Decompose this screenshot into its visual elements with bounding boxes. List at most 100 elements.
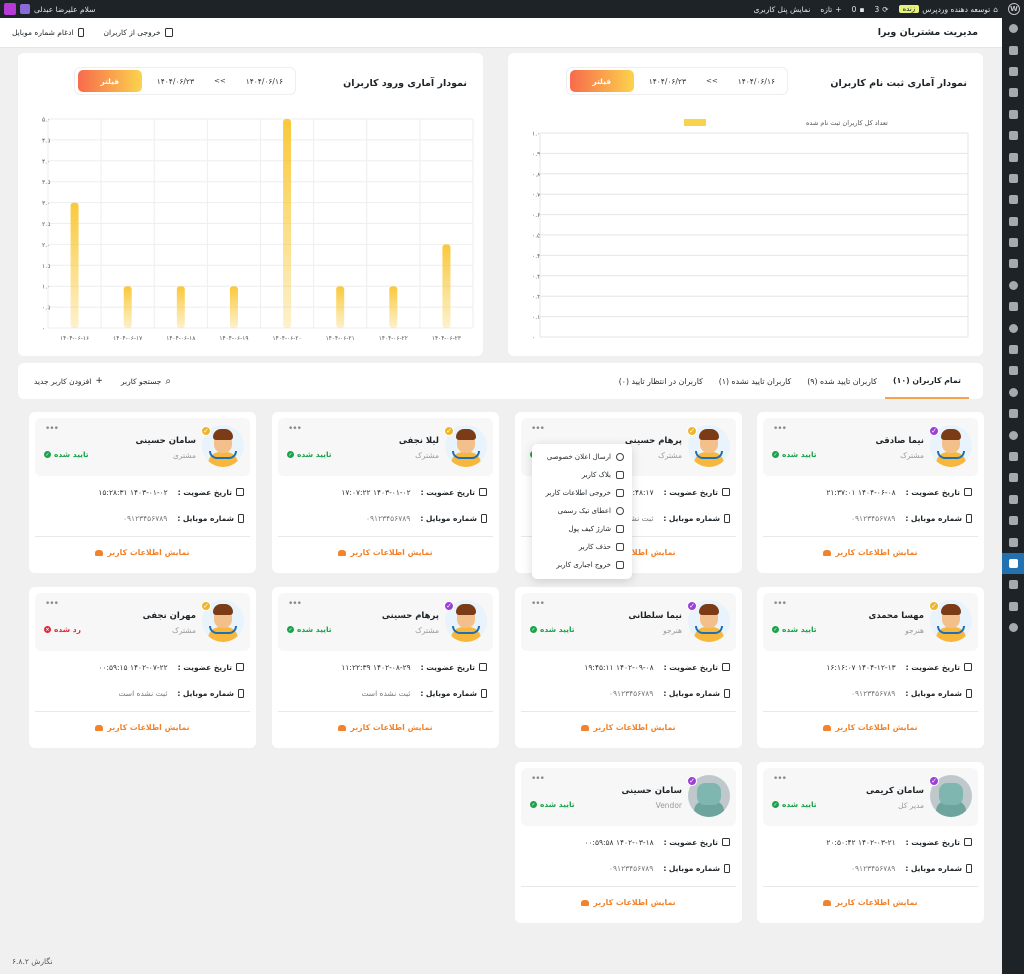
menu-force-logout[interactable]: خروج اجباری کاربر — [532, 556, 632, 574]
sidebar-pin-icon[interactable] — [1002, 61, 1024, 82]
login-date-to[interactable]: ۱۴۰۴/۰۶/۲۳ — [156, 76, 194, 86]
sidebar-users-icon[interactable] — [1002, 403, 1024, 424]
sidebar-chat-icon[interactable] — [1002, 382, 1024, 403]
new-content-link[interactable]: + تازه — [820, 4, 842, 14]
registration-date-to[interactable]: ۱۴۰۴/۰۶/۲۳ — [648, 76, 686, 86]
sidebar-email-icon[interactable] — [1002, 424, 1024, 445]
tab-all-users[interactable]: تمام کاربران (۱۰) — [885, 363, 969, 399]
join-date-row: تاریخ عضویت : ۱۴۰۲-۰۸-۲۹ ۱۱:۲۲:۳۹ — [284, 661, 487, 673]
show-user-info-link[interactable]: نمایش اطلاعات کاربر — [29, 548, 256, 557]
more-options-button[interactable]: ••• — [773, 599, 787, 609]
sidebar-courses-icon[interactable] — [1002, 232, 1024, 253]
more-options-button[interactable]: ••• — [288, 599, 302, 609]
sidebar-templates-icon[interactable] — [1002, 296, 1024, 317]
tab-unapproved-users[interactable]: کاربران تایید نشده (۱) — [718, 376, 792, 386]
sidebar-messages-icon[interactable] — [1002, 574, 1024, 595]
menu-block-user[interactable]: بلاک کاربر — [532, 466, 632, 484]
tab-approved-users[interactable]: کاربران تایید شده (۹) — [807, 376, 878, 386]
more-options-button[interactable]: ••• — [531, 599, 545, 609]
mobile-icon — [966, 513, 972, 523]
menu-grant-verified[interactable]: اعطای تیک رسمی — [532, 502, 632, 520]
sidebar-team-icon[interactable] — [1002, 531, 1024, 552]
updates-link[interactable]: ⟳ 3 — [874, 4, 889, 14]
join-date-value: ۱۴۰۲-۰۸-۲۹ ۱۱:۲۲:۳۹ — [341, 662, 411, 672]
sidebar-gallery-icon[interactable] — [1002, 467, 1024, 488]
sidebar-payments-icon[interactable] — [1002, 211, 1024, 232]
sidebar-media-icon[interactable] — [1002, 82, 1024, 103]
sidebar-lock-icon[interactable] — [1002, 489, 1024, 510]
show-user-info-link[interactable]: نمایش اطلاعات کاربر — [29, 723, 256, 732]
login-filter-button[interactable]: فیلتر — [77, 70, 142, 92]
more-options-button[interactable]: ••• — [773, 774, 787, 784]
merge-mobile-button[interactable]: ادغام شماره موبایل — [12, 28, 84, 37]
sidebar-groups-icon[interactable] — [1002, 510, 1024, 531]
mobile-icon — [238, 513, 244, 523]
show-user-info-link[interactable]: نمایش اطلاعات کاربر — [272, 548, 499, 557]
sidebar-wrench-icon[interactable] — [1002, 446, 1024, 467]
mobile-value: ۰۹۱۲۳۴۵۶۷۸۹ — [366, 513, 411, 523]
user-card-header: ✓ نیما صادقی مشترک تایید شده ✓ ••• — [763, 418, 978, 476]
tab-pending-users[interactable]: کاربران در انتظار تایید (۰) — [618, 376, 703, 386]
more-options-button[interactable]: ••• — [531, 424, 545, 434]
menu-export-user[interactable]: خروجی اطلاعات کاربر — [532, 484, 632, 502]
users-icon — [95, 549, 104, 556]
login-chart-title: نمودار آماری ورود کاربران — [343, 78, 467, 89]
show-user-info-link[interactable]: نمایش اطلاعات کاربر — [272, 723, 499, 732]
admin-avatar[interactable] — [20, 4, 30, 14]
sidebar-education-icon[interactable] — [1002, 146, 1024, 167]
menu-delete-user[interactable]: حذف کاربر — [532, 538, 632, 556]
show-user-info-link[interactable]: نمایش اطلاعات کاربر — [515, 898, 742, 907]
y-tick-label: ۱.۰ — [42, 284, 50, 291]
more-options-button[interactable]: ••• — [288, 424, 302, 434]
sidebar-settings-icon[interactable] — [1002, 596, 1024, 617]
export-users-button[interactable]: خروجی از کاربران — [104, 28, 173, 37]
wordpress-icon: W — [1008, 3, 1020, 15]
divider — [763, 536, 978, 537]
show-user-info-link[interactable]: نمایش اطلاعات کاربر — [757, 723, 984, 732]
comments-link[interactable]: ▪ 0 — [851, 4, 865, 14]
sidebar-customers-icon[interactable] — [1002, 552, 1024, 575]
more-options-button[interactable]: ••• — [531, 774, 545, 784]
sidebar-pages-icon[interactable] — [1002, 104, 1024, 125]
menu-send-notification[interactable]: ارسال اعلان خصوصی — [532, 448, 632, 466]
sidebar-stats-icon[interactable] — [1002, 39, 1024, 60]
more-options-button[interactable]: ••• — [773, 424, 787, 434]
show-user-info-link[interactable]: نمایش اطلاعات کاربر — [757, 898, 984, 907]
join-date-row: تاریخ عضویت : ۱۰:۴۸:۱۷ — [527, 486, 730, 498]
sidebar-comments-icon[interactable] — [1002, 125, 1024, 146]
sidebar-elementor-icon[interactable] — [1002, 275, 1024, 296]
sidebar-marketing-icon[interactable] — [1002, 253, 1024, 274]
y-tick-label: ۰.۳ — [532, 273, 541, 280]
sidebar-plugins-icon[interactable] — [1002, 339, 1024, 360]
search-icon: ⌕ — [165, 375, 171, 387]
sidebar-tools-icon[interactable] — [1002, 360, 1024, 381]
menu-charge-wallet[interactable]: شارژ کیف پول — [532, 520, 632, 538]
user-panel-link[interactable]: نمایش پنل کاربری — [753, 4, 811, 14]
search-user-button[interactable]: ⌕ جستجو کاربر — [120, 375, 171, 387]
show-user-info-link[interactable]: نمایش اطلاعات کاربر — [757, 548, 984, 557]
users-icon — [338, 724, 347, 731]
show-user-info-link[interactable]: نمایش اطلاعات کاربر — [515, 723, 742, 732]
plugin-logo-icon[interactable] — [4, 3, 16, 15]
users-icon — [581, 724, 590, 731]
add-user-button[interactable]: + افزودن کاربر جدید — [34, 376, 103, 386]
more-options-button[interactable]: ••• — [45, 424, 59, 434]
sidebar-collapse-icon[interactable] — [1002, 617, 1024, 638]
wallet-icon — [616, 525, 624, 533]
join-date-value: ۱۴۰۳-۰۱-۰۲ ۱۵:۲۸:۳۱ — [98, 487, 168, 497]
sidebar-woocommerce-icon[interactable] — [1002, 168, 1024, 189]
sidebar-appearance-icon[interactable] — [1002, 317, 1024, 338]
mobile-icon — [966, 863, 972, 873]
status-badge: تایید شده ✓ — [287, 625, 332, 634]
registration-filter-button[interactable]: فیلتر — [569, 70, 634, 92]
login-date-from[interactable]: ۱۴۰۴/۰۶/۱۶ — [245, 76, 283, 86]
wp-logo-menu[interactable]: W — [1008, 3, 1020, 15]
sidebar-dashboard-icon[interactable] — [1002, 18, 1024, 39]
greeting-link[interactable]: سلام علیرضا عبدلی — [34, 4, 96, 14]
sidebar-products-icon[interactable] — [1002, 189, 1024, 210]
y-tick-label: ۰.۹ — [532, 151, 540, 158]
more-options-button[interactable]: ••• — [45, 599, 59, 609]
registration-date-from[interactable]: ۱۴۰۴/۰۶/۱۶ — [737, 76, 775, 86]
user-role: مشترک — [415, 626, 439, 635]
site-name-link[interactable]: ⌂ توسعه دهنده وردپرس زنده — [898, 5, 998, 14]
